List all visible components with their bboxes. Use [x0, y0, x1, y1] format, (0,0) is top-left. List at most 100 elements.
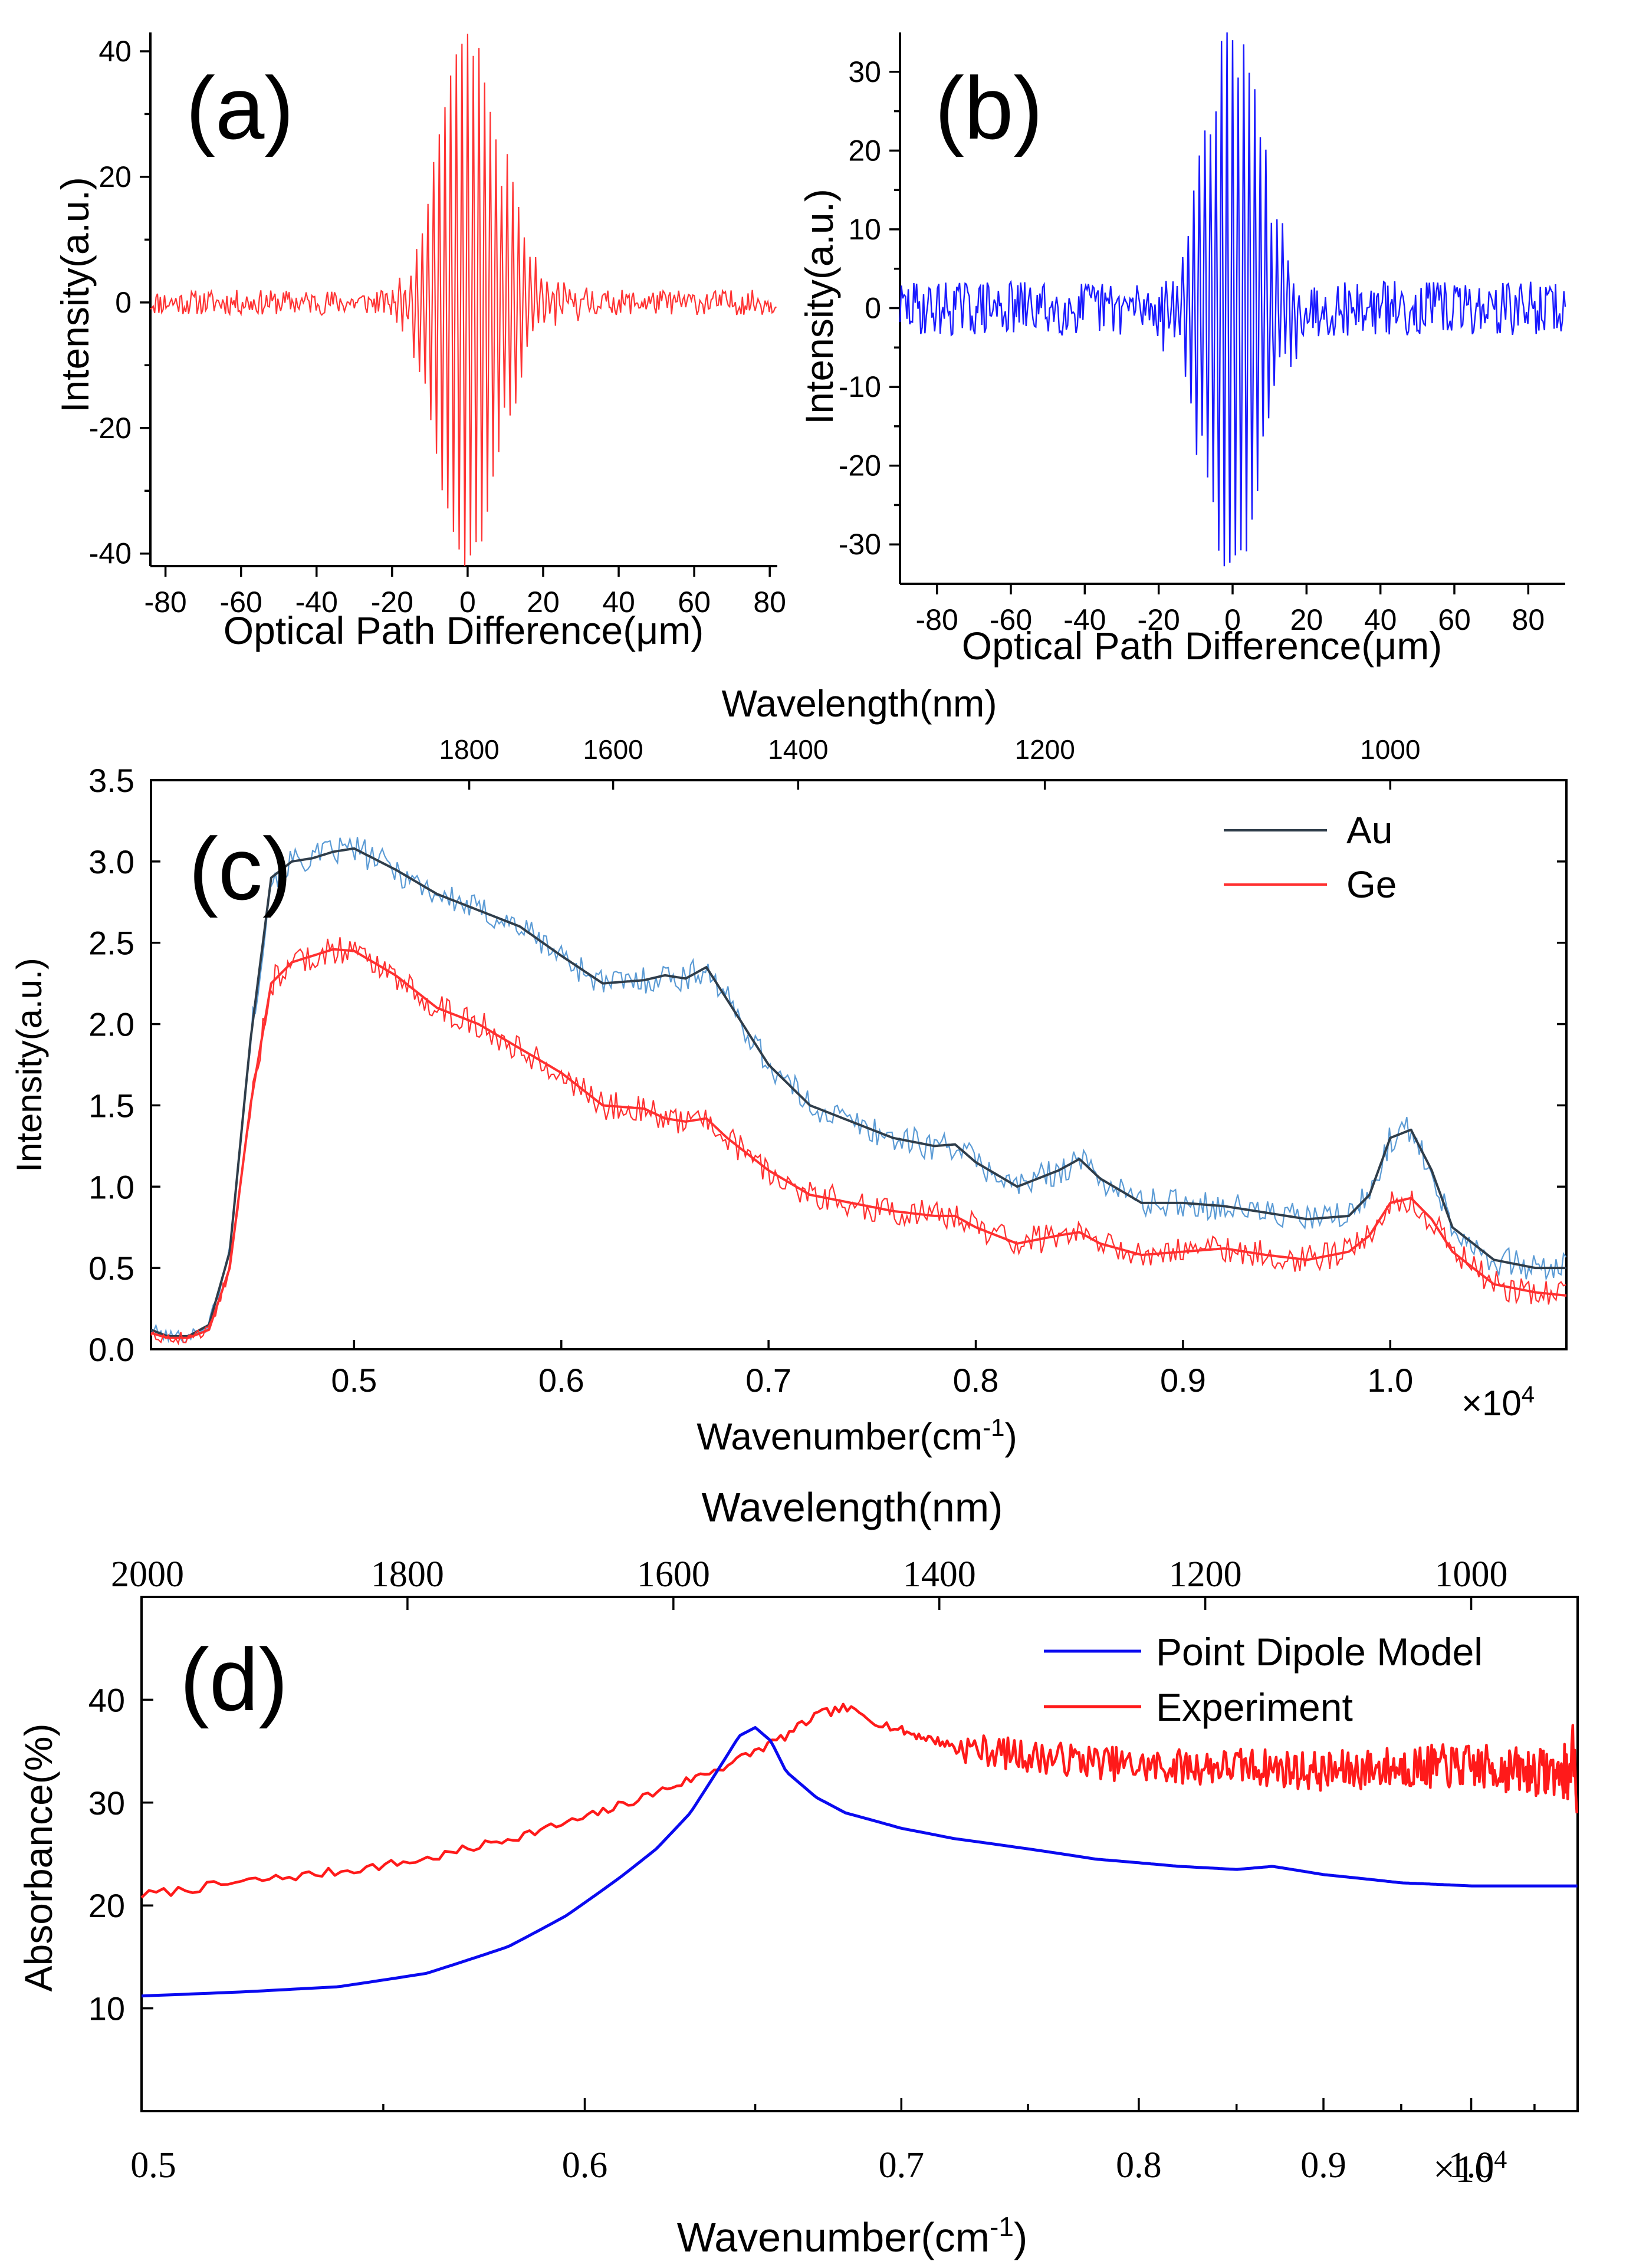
panel-d: 0.5 0.6 0.7 0.8 0.9 1.0 10 20 30 40 2000 1800 1600 14…	[17, 1484, 1579, 2260]
panel-d-y-tick-label: 20	[88, 1887, 125, 1924]
panel-a-x-tick-label: 60	[678, 586, 711, 619]
panel-c-x-tick-label: 0.5	[331, 1362, 377, 1399]
panel-d-x-axis-title-close: )	[1014, 2214, 1027, 2260]
panel-d-x-axis-title: Wavenumber(cm-1)	[677, 2211, 1028, 2260]
panel-c-au-smooth-line	[150, 847, 1566, 1337]
panel-c-y-tick-label: 2.0	[88, 1006, 134, 1043]
panel-d-x-tick-label: 0.8	[1116, 2145, 1162, 2185]
panel-b-y-tick-label: -10	[839, 370, 881, 403]
panel-b-y-tick-label: -30	[839, 528, 881, 561]
panel-a-interferogram-line	[150, 34, 777, 567]
panel-b-x-tick-label: -40	[1063, 603, 1106, 636]
panel-d-top-axis-title: Wavelength(nm)	[702, 1484, 1003, 1530]
panel-b-y-tick-label: 10	[848, 213, 881, 246]
panel-a-y-tick-label: 40	[98, 35, 132, 68]
panel-d-legend: Point Dipole Model Experiment	[1044, 1630, 1483, 1729]
panel-c-y-tick-label: 3.0	[88, 843, 134, 880]
panel-d-label: (d)	[180, 1630, 288, 1729]
panel-b-y-tick-label: 0	[865, 292, 881, 325]
panel-c-y-tick-label: 1.0	[88, 1168, 134, 1205]
panel-d-y-tick-label: 30	[88, 1784, 125, 1822]
panel-c-x-axis-title: Wavenumber(cm-1)	[697, 1414, 1017, 1458]
panel-c-label: (c)	[189, 819, 292, 918]
panel-b-y-tick-label: 20	[848, 134, 881, 167]
panel-d-top-tick-label: 1200	[1169, 1554, 1242, 1595]
panel-b-ticks: -80 -60 -40 -20 0 20 40 60 80 30 20 10 0 -10 -20 -30	[839, 55, 1545, 636]
panel-b-x-tick-label: 40	[1364, 603, 1397, 636]
panel-d-top-tick-label: 1800	[371, 1554, 444, 1595]
panel-c-y-tick-label: 0.0	[88, 1331, 134, 1368]
panel-c-legend-label: Au	[1346, 809, 1392, 852]
panel-d-x-tick-label: 0.7	[879, 2145, 925, 2185]
panel-c-x-axis-title-sup: -1	[983, 1414, 1004, 1441]
panel-d-top-tick-label: 1400	[903, 1554, 976, 1595]
panel-c-x-axis-title-text: Wavenumber(cm	[697, 1415, 983, 1458]
panel-a: -80 -60 -40 -20 0 20 40 60 80 40 20 0 -20 -40 (a) Opt…	[53, 32, 786, 652]
panel-b: -80 -60 -40 -20 0 20 40 60 80 30 20 10 0 -10 -20 -30 (b…	[797, 32, 1566, 668]
panel-c-top-tick-label: 1600	[583, 734, 643, 765]
panel-a-x-tick-label: 0	[459, 586, 476, 619]
panel-c-legend: Au Ge	[1224, 809, 1397, 906]
panel-c-x-tick-label: 0.9	[1160, 1362, 1206, 1399]
panel-a-y-tick-label: 0	[115, 286, 132, 319]
panel-d-legend-label: Point Dipole Model	[1156, 1630, 1483, 1674]
panel-c-axis-multiplier-base: ×10	[1461, 1383, 1522, 1423]
panel-c-top-tick-label: 1800	[439, 734, 499, 765]
panel-c-x-tick-label: 0.6	[538, 1362, 584, 1399]
panel-c-top-tick-label: 1200	[1014, 734, 1075, 765]
panel-a-x-tick-label: -20	[371, 586, 413, 619]
panel-c-axis-multiplier-exp: 4	[1522, 1382, 1535, 1408]
panel-a-x-tick-label: -60	[220, 586, 262, 619]
panel-b-label: (b)	[935, 58, 1043, 157]
panel-d-x-axis-title-sup: -1	[990, 2211, 1014, 2242]
panel-d-top-tick-label: 1600	[637, 1554, 710, 1595]
panel-a-ticks: -80 -60 -40 -20 0 20 40 60 80 40 20 0 -20 -40	[89, 35, 786, 619]
panel-a-x-tick-label: 20	[527, 586, 560, 619]
panel-d-axis-multiplier-base: ×10	[1433, 2148, 1494, 2191]
panel-a-label: (a)	[186, 58, 294, 157]
panel-a-y-tick-label: -20	[89, 412, 132, 445]
panel-d-top-tick-label: 1000	[1435, 1554, 1508, 1595]
panel-c-y-tick-label: 1.5	[88, 1087, 134, 1124]
panel-b-x-tick-label: -20	[1138, 603, 1180, 636]
panel-b-y-tick-label: -20	[839, 449, 881, 482]
panel-b-y-tick-label: 30	[848, 55, 881, 88]
panel-c-x-tick-label: 0.7	[745, 1362, 791, 1399]
panel-a-y-tick-label: -40	[89, 537, 132, 570]
panel-d-x-tick-label: 1.0	[1448, 2145, 1494, 2185]
panel-a-x-tick-label: -40	[295, 586, 338, 619]
panel-b-x-tick-label: -80	[916, 603, 958, 636]
panel-d-x-tick-label: 0.9	[1300, 2145, 1346, 2185]
panel-d-ticks: 0.5 0.6 0.7 0.8 0.9 1.0 10 20 30 40 2000 1800 1600 14…	[88, 1554, 1536, 2185]
panel-d-y-tick-label: 40	[88, 1681, 125, 1718]
panel-d-x-axis-title-text: Wavenumber(cm	[677, 2214, 990, 2260]
panel-c: 0.5 0.6 0.7 0.8 0.9 1.0 0.0 0.5 1.0 1.5 2.0 2.5 3.0 3…	[9, 682, 1568, 1458]
panel-c-legend-label: Ge	[1346, 863, 1397, 906]
panel-b-interferogram-line	[899, 32, 1566, 567]
panel-c-au-raw-line	[150, 836, 1567, 1343]
panel-d-y-axis-title: Absorbance(%)	[17, 1724, 60, 1992]
panel-d-x-tick-label: 0.6	[562, 2145, 608, 2185]
panel-d-legend-label: Experiment	[1156, 1685, 1353, 1729]
panel-d-axis-multiplier: ×104	[1433, 2145, 1507, 2191]
panel-d-top-tick-label: 2000	[111, 1554, 184, 1595]
panel-d-experiment-line	[140, 1702, 1578, 1899]
panel-c-ge-raw-line	[150, 937, 1566, 1346]
panel-c-ticks: 0.5 0.6 0.7 0.8 0.9 1.0 0.0 0.5 1.0 1.5 2.0 2.5 3.0 3…	[88, 734, 1566, 1399]
panel-d-frame	[140, 1596, 1579, 2112]
panel-b-x-tick-label: 0	[1224, 603, 1241, 636]
panel-b-x-tick-label: 20	[1290, 603, 1323, 636]
panel-b-x-tick-label: 60	[1438, 603, 1471, 636]
panel-c-y-axis-title: Intensity(a.u.)	[9, 958, 49, 1172]
panel-d-x-tick-label: 0.5	[130, 2145, 176, 2185]
panel-c-top-axis-title: Wavelength(nm)	[721, 682, 997, 725]
panel-b-x-tick-label: 80	[1512, 603, 1545, 636]
panel-b-y-axis-title: Intensity(a.u.)	[797, 189, 841, 425]
panel-c-y-tick-label: 0.5	[88, 1250, 134, 1287]
panel-a-x-axis-title: Optical Path Difference(μm)	[224, 609, 704, 652]
panel-c-series	[150, 836, 1567, 1346]
panel-b-x-axis-title: Optical Path Difference(μm)	[962, 624, 1442, 668]
panel-c-x-tick-label: 0.8	[953, 1362, 999, 1399]
panel-d-point-dipole-model-line	[141, 1726, 1578, 1998]
